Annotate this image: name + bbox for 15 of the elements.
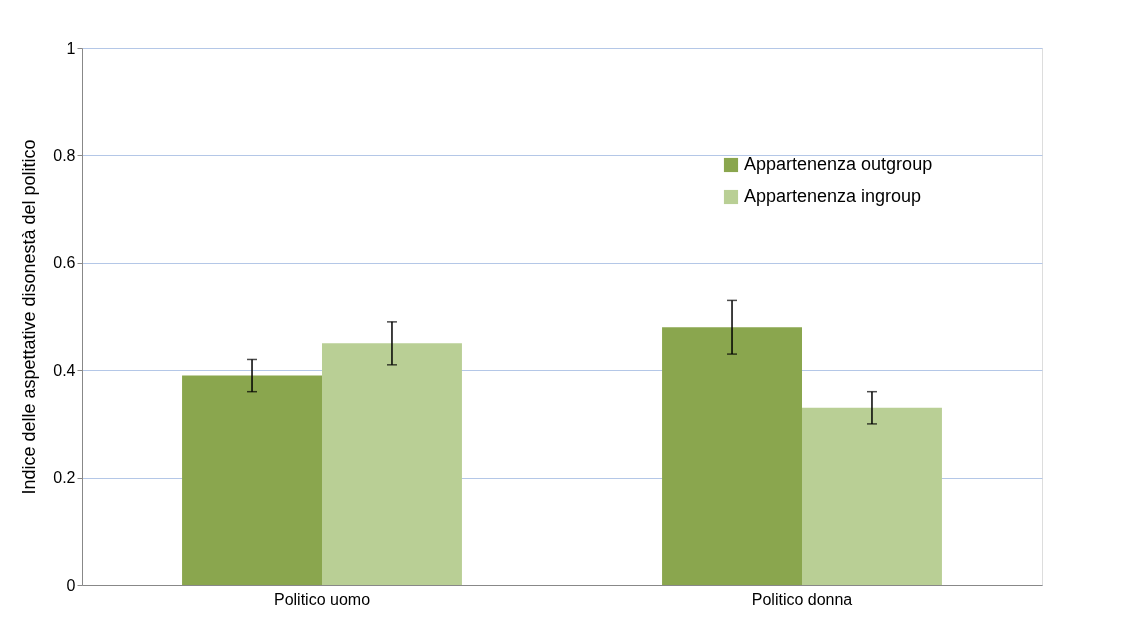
bar <box>182 375 322 585</box>
y-tick-label: 0.8 <box>53 146 76 164</box>
x-tick-label: Politico uomo <box>273 590 371 608</box>
legend-label: Appartenenza outgroup <box>744 154 933 174</box>
y-tick-label: 0.4 <box>53 361 76 379</box>
bar <box>322 343 462 585</box>
y-tick-label: 0 <box>66 576 76 594</box>
bar <box>662 327 802 585</box>
y-tick-label: 0.2 <box>53 469 76 487</box>
bar <box>802 407 942 585</box>
x-tick-label: Politico donna <box>751 590 853 608</box>
y-tick-label: 0.6 <box>53 254 76 272</box>
legend-label: Appartenenza ingroup <box>744 186 922 206</box>
y-tick-label: 1 <box>66 39 76 57</box>
y-axis-title: Indice delle aspettative disonestà del politico <box>19 139 40 495</box>
